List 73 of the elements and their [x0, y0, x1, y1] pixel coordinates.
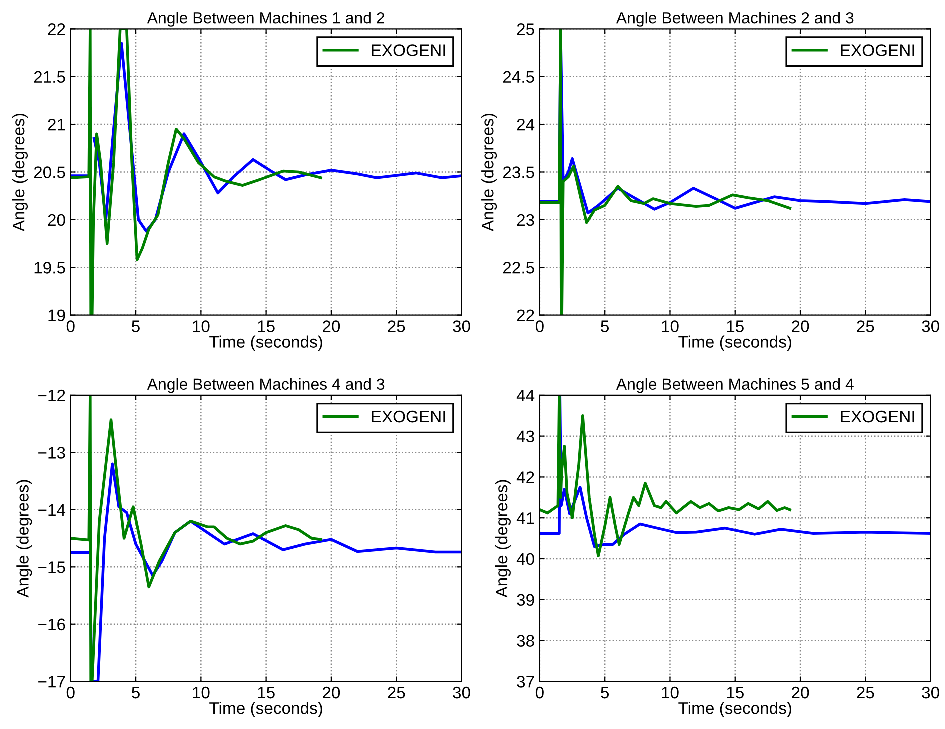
x-tick-label: 5	[601, 687, 610, 699]
y-tick-label: 19	[48, 310, 66, 322]
y-tick-label: 42	[516, 472, 534, 484]
chart-title: Angle Between Machines 5 and 4	[616, 378, 854, 394]
x-tick-label: 20	[792, 320, 810, 332]
y-axis-title: Angle (degrees)	[16, 480, 32, 598]
y-tick-label: −12	[38, 390, 66, 402]
x-tick-label: 20	[792, 686, 810, 699]
x-axis-title: Time (seconds)	[210, 336, 322, 352]
chart-title: Angle Between Machines 1 and 2	[147, 12, 385, 27]
y-tick-label: 44	[516, 390, 535, 402]
x-tick-label: 0	[536, 320, 544, 332]
x-tick-label: 25	[388, 686, 406, 699]
legend-label: EXOGENI	[841, 44, 914, 56]
y-axis-title: Angle (degrees)	[12, 114, 28, 232]
x-axis-title: Time (seconds)	[678, 336, 792, 352]
x-tick-label: 30	[453, 320, 470, 332]
x-tick-label: 0	[66, 320, 75, 332]
y-tick-label: 19.5	[34, 262, 66, 274]
y-tick-label: 40	[516, 553, 534, 566]
y-tick-label: −13	[38, 447, 66, 459]
y-tick-label: −15	[38, 562, 66, 574]
y-tick-label: −17	[38, 676, 66, 688]
y-tick-label: 37	[517, 676, 534, 688]
y-tick-label: 24.5	[503, 71, 534, 84]
legend-label: EXOGENI	[372, 44, 446, 56]
y-tick-label: 22.5	[503, 262, 534, 274]
y-tick-label: −14	[38, 504, 66, 516]
line-series	[540, 395, 792, 558]
y-tick-label: 24	[517, 118, 535, 131]
x-tick-label: 15	[258, 320, 275, 332]
x-axis-title: Time (seconds)	[678, 702, 792, 718]
x-tick-label: 5	[132, 320, 140, 332]
x-tick-label: 5	[132, 687, 140, 699]
legend-label: EXOGENI	[372, 410, 446, 423]
x-tick-label: 20	[323, 686, 340, 699]
x-tick-label: 15	[258, 687, 275, 699]
y-tick-label: 25	[517, 24, 534, 36]
x-tick-label: 10	[662, 686, 679, 699]
x-tick-label: 10	[193, 686, 210, 699]
y-tick-label: 23	[517, 214, 534, 226]
chart-title: Angle Between Machines 2 and 3	[616, 12, 854, 27]
x-tick-label: 25	[388, 320, 406, 332]
x-tick-label: 25	[857, 320, 874, 332]
legend-label: EXOGENI	[841, 410, 914, 423]
x-tick-label: 30	[922, 686, 940, 699]
y-axis-title: Angle (degrees)	[482, 114, 498, 232]
chart-title: Angle Between Machines 4 and 3	[147, 378, 385, 394]
y-tick-label: 21	[48, 118, 66, 131]
y-tick-label: 38	[517, 635, 534, 647]
x-tick-label: 0	[536, 686, 544, 699]
x-tick-label: 30	[453, 686, 470, 699]
x-tick-label: 5	[601, 320, 610, 332]
y-tick-label: 22	[517, 310, 534, 322]
y-tick-label: 22	[48, 24, 66, 36]
x-axis-title: Time (seconds)	[210, 702, 322, 718]
y-tick-label: 43	[516, 430, 534, 443]
x-tick-label: 20	[323, 320, 340, 332]
y-tick-label: 21.5	[34, 71, 66, 84]
y-tick-label: 20	[48, 214, 66, 226]
x-tick-label: 15	[727, 320, 744, 332]
x-tick-label: 25	[857, 686, 874, 699]
x-tick-label: 0	[66, 686, 75, 699]
x-tick-label: 15	[727, 687, 744, 699]
y-tick-label: 23.5	[503, 166, 534, 178]
x-tick-label: 10	[193, 320, 210, 332]
y-tick-label: 20.5	[34, 166, 66, 178]
y-tick-label: 39	[517, 594, 534, 606]
x-tick-label: 30	[922, 320, 940, 332]
y-axis-title: Angle (degrees)	[495, 480, 511, 598]
x-tick-label: 10	[662, 320, 679, 332]
y-tick-label: −16	[38, 618, 66, 631]
y-tick-label: 41	[516, 512, 534, 524]
